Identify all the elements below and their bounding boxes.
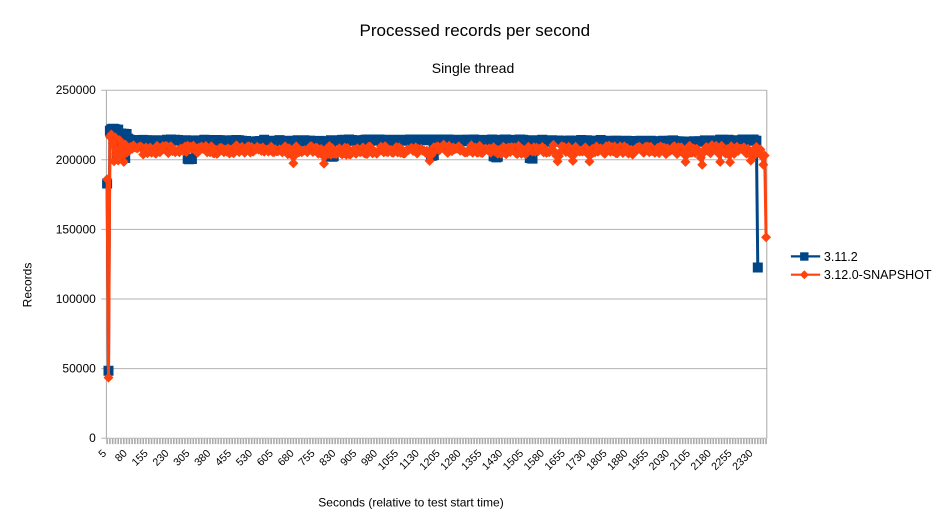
- svg-text:50000: 50000: [62, 362, 96, 376]
- svg-text:Records: Records: [21, 263, 35, 308]
- svg-text:Single thread: Single thread: [432, 60, 515, 76]
- svg-text:3.12.0-SNAPSHOT: 3.12.0-SNAPSHOT: [824, 268, 932, 282]
- svg-text:Seconds (relative to test star: Seconds (relative to test start time): [318, 496, 503, 510]
- svg-text:200000: 200000: [56, 153, 96, 167]
- svg-text:100000: 100000: [56, 292, 96, 306]
- svg-text:Processed records per second: Processed records per second: [360, 21, 591, 40]
- svg-text:0: 0: [89, 431, 96, 445]
- svg-text:3.11.2: 3.11.2: [824, 250, 858, 264]
- svg-text:250000: 250000: [56, 83, 96, 97]
- svg-text:150000: 150000: [56, 222, 96, 236]
